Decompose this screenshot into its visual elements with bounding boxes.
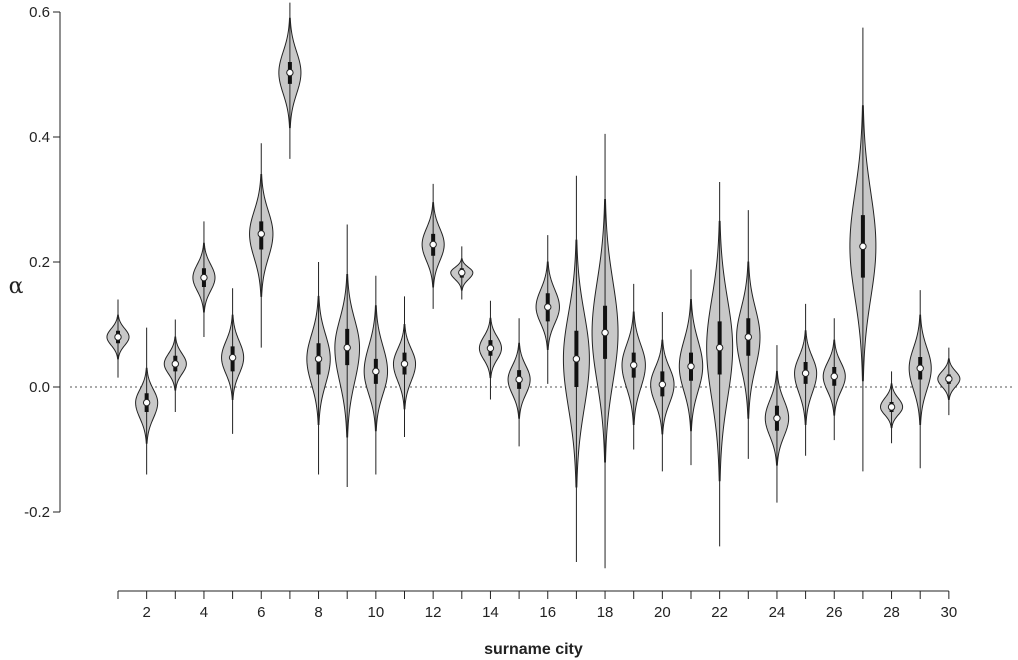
violin-median [830, 372, 838, 381]
y-tick-label: 0.2 [29, 254, 50, 271]
violin [135, 327, 159, 475]
violin [736, 210, 761, 459]
violin [908, 290, 932, 469]
violin [478, 300, 503, 400]
violin-median [314, 355, 323, 363]
violin-median [572, 355, 581, 363]
violin-median [744, 333, 752, 341]
plot-area [70, 2, 1015, 569]
violin-median [142, 398, 151, 407]
violin [421, 183, 445, 309]
violin-median [945, 375, 953, 383]
violin [822, 318, 846, 441]
violin [106, 299, 130, 378]
violin [450, 246, 474, 300]
violin-median [687, 362, 695, 371]
x-tick-label: 2 [142, 604, 150, 621]
violin-median [801, 369, 810, 377]
violin [706, 182, 734, 547]
violin-median [200, 273, 208, 282]
x-ticks: 2 4 6 8 10 12 14 16 18 20 22 24 26 28 30 [117, 591, 958, 621]
x-tick-label: 20 [654, 604, 671, 621]
violin-median [343, 343, 351, 352]
violin [249, 143, 274, 348]
violin-median [429, 240, 437, 249]
x-tick-label: 24 [769, 604, 786, 621]
violin [879, 371, 904, 444]
violin-series [106, 2, 961, 569]
violin-median [257, 230, 265, 238]
x-tick-label: 4 [200, 604, 208, 621]
violin-median [286, 68, 294, 77]
violin [849, 27, 877, 472]
violin-median [372, 367, 380, 376]
y-ticks: -0.2 0.0 0.2 0.4 0.6 [24, 4, 60, 521]
violin [507, 318, 531, 447]
violin [937, 347, 961, 416]
violin-median [171, 360, 180, 368]
x-tick-label: 30 [941, 604, 958, 621]
violin-median [773, 414, 781, 422]
x-tick-label: 26 [826, 604, 843, 621]
violin [392, 296, 417, 437]
violin-median [658, 380, 667, 389]
x-tick-label: 14 [482, 604, 499, 621]
violin-median [400, 360, 409, 368]
x-tick-label: 6 [257, 604, 265, 621]
violin [794, 303, 818, 456]
violin [678, 269, 704, 466]
y-tick-label: -0.2 [24, 504, 50, 521]
violin [650, 312, 675, 472]
x-axis: 2 4 6 8 10 12 14 16 18 20 22 24 26 28 30 [117, 590, 958, 621]
violin [764, 345, 790, 503]
violin [306, 262, 331, 475]
x-axis-title: surname city [484, 641, 583, 658]
x-tick-label: 16 [539, 604, 556, 621]
violin [621, 283, 646, 450]
x-tick-label: 22 [711, 604, 728, 621]
y-axis: -0.2 0.0 0.2 0.4 0.6 [24, 4, 61, 521]
violin-median [916, 364, 924, 372]
violin-median [601, 328, 609, 337]
violin-median [887, 403, 896, 411]
violin-median [114, 333, 122, 341]
x-tick-label: 8 [314, 604, 322, 621]
violin-median [515, 375, 523, 384]
x-tick-label: 10 [368, 604, 385, 621]
violin [535, 235, 560, 384]
x-tick-label: 12 [425, 604, 442, 621]
violin-median [228, 353, 237, 362]
x-tick-label: 18 [597, 604, 614, 621]
violin [363, 275, 389, 475]
y-tick-label: 0.6 [29, 4, 50, 21]
violin [591, 133, 619, 569]
violin-median [859, 242, 867, 251]
violin-median [486, 344, 495, 352]
violin [192, 221, 216, 337]
y-axis-title: α [9, 274, 24, 299]
violin [163, 319, 187, 412]
violin [334, 224, 361, 487]
violin-median [630, 361, 638, 369]
y-tick-label: 0.0 [29, 379, 50, 396]
y-tick-label: 0.4 [29, 129, 50, 146]
violin-median [544, 303, 552, 311]
violin [221, 288, 245, 434]
violin-median [715, 343, 724, 352]
violin-median [458, 268, 466, 277]
violin [278, 2, 302, 159]
violin [562, 175, 590, 562]
x-tick-label: 28 [883, 604, 900, 621]
